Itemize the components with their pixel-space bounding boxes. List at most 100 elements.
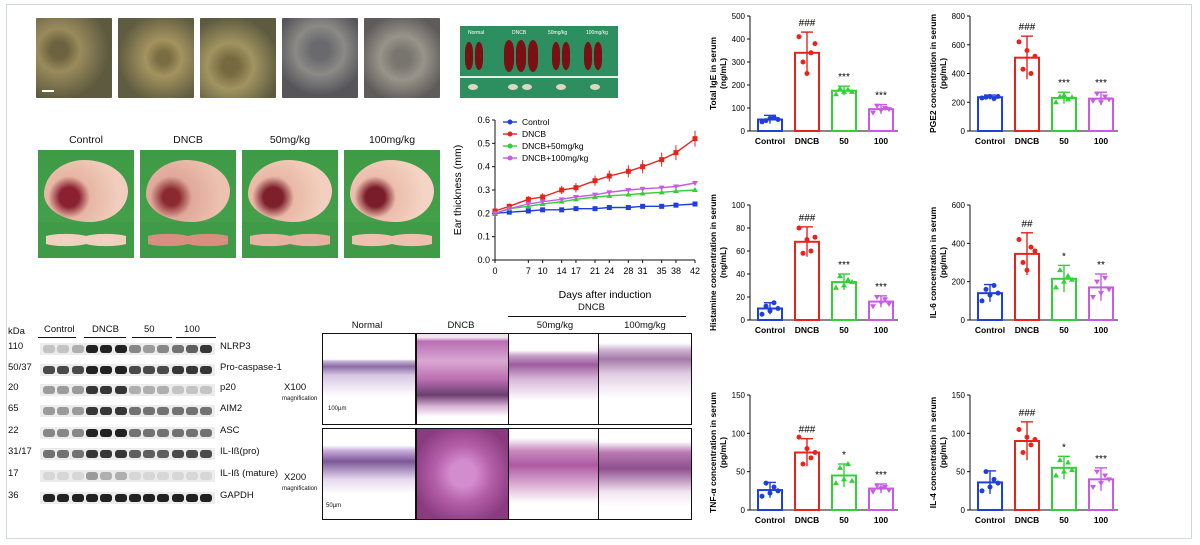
- point: [800, 461, 806, 467]
- point: [841, 88, 847, 94]
- significance-1: ###: [1019, 22, 1036, 33]
- histo-col-normal: Normal: [351, 320, 383, 331]
- data-point: [672, 188, 679, 194]
- ear-label-50: 50mg/kg: [269, 134, 311, 146]
- point: [763, 118, 769, 124]
- point: [983, 469, 989, 475]
- point: [1020, 66, 1026, 72]
- point: [767, 490, 773, 496]
- point: [1020, 450, 1026, 455]
- wb-kda-5: 31/17: [8, 446, 32, 457]
- legend-label-1: DNCB: [522, 129, 546, 139]
- point: [1057, 267, 1063, 273]
- data-point: [658, 185, 665, 191]
- point: [1028, 442, 1034, 448]
- x-tick-label: 31: [638, 266, 648, 276]
- y-tick-label: 0.1: [477, 232, 490, 242]
- histo-x200-50: [508, 428, 602, 520]
- y-tick-label: 20: [736, 293, 745, 302]
- data-point: [525, 196, 531, 202]
- spleen-label-100: 100mg/kg: [586, 30, 608, 36]
- data-point: [592, 192, 598, 198]
- x-axis-label: Days after induction: [559, 289, 652, 300]
- point: [1024, 434, 1030, 440]
- significance-2: *: [1062, 442, 1066, 453]
- point: [771, 300, 777, 306]
- point: [870, 110, 876, 116]
- wb-group-label-100: 100: [184, 324, 200, 335]
- significance-3: ***: [1095, 78, 1107, 89]
- point: [1028, 244, 1034, 250]
- histo-scale-50um: 50µm: [326, 503, 342, 509]
- point: [841, 476, 847, 482]
- y-tick-label: 80: [736, 224, 745, 233]
- bar-chart-5: 0 50 100 150 IL-4 concentration in serum (pg/…: [928, 391, 1118, 525]
- point: [812, 234, 818, 240]
- wb-row-1: [40, 364, 215, 376]
- significance-2: *: [1062, 251, 1066, 262]
- point: [796, 34, 802, 40]
- data-point: [525, 208, 531, 214]
- category-label-0: Control: [755, 325, 785, 335]
- data-point: [572, 195, 579, 200]
- point: [1057, 457, 1063, 463]
- category-label-1: DNCB: [795, 325, 820, 335]
- significance-2: *: [842, 450, 846, 461]
- point: [1016, 237, 1022, 242]
- y-axis-label: IL-4 concentration in serum: [928, 396, 938, 508]
- point: [1069, 94, 1075, 100]
- histo-x200-normal: [322, 428, 416, 520]
- data-point: [606, 190, 613, 196]
- data-point: [606, 205, 612, 210]
- data-point: [692, 187, 698, 192]
- y-axis-label: PGE2 concentration in serum: [928, 14, 938, 133]
- y-tick-label: 100: [732, 429, 746, 438]
- ear-dorsal-dncb: [140, 222, 236, 258]
- y-tick-label: 150: [732, 391, 746, 400]
- wb-row-4: [40, 427, 215, 439]
- wb-label-7: GAPDH: [220, 490, 254, 501]
- cell-micrograph-1: [36, 18, 112, 98]
- histo-x100-dncb: [416, 333, 510, 425]
- wb-label-1: Pro-caspase-1: [220, 362, 282, 373]
- y-tick-label: 600: [952, 41, 966, 50]
- histo-x100-normal: [322, 333, 416, 425]
- point: [1094, 91, 1100, 97]
- data-point: [539, 199, 546, 205]
- y-tick-label: 600: [952, 201, 966, 210]
- y-tick-label: 60: [736, 247, 745, 256]
- y-tick-label: 400: [952, 239, 966, 248]
- point: [987, 94, 993, 99]
- point: [886, 107, 892, 113]
- point: [1016, 427, 1022, 432]
- point: [837, 464, 843, 470]
- y-tick-label: 0.0: [477, 255, 490, 265]
- point: [1061, 92, 1067, 98]
- y-tick-label: 100: [732, 104, 746, 113]
- legend-marker-0: [507, 119, 513, 125]
- y-tick-label: 50: [736, 468, 745, 477]
- point: [991, 96, 997, 102]
- category-label-1: DNCB: [795, 136, 820, 146]
- data-point: [540, 194, 546, 200]
- x-tick-label: 35: [657, 266, 667, 276]
- point: [878, 108, 884, 114]
- data-point: [492, 211, 498, 217]
- data-point: [540, 207, 546, 213]
- point: [1053, 284, 1059, 290]
- y-tick-label: 0: [961, 316, 966, 325]
- data-point: [625, 188, 632, 193]
- category-label-3: 100: [874, 515, 888, 525]
- legend-label-2: DNCB+50mg/kg: [522, 141, 584, 151]
- wb-row-0: [40, 343, 215, 355]
- point: [841, 282, 847, 288]
- data-point: [639, 186, 646, 192]
- point: [849, 279, 855, 285]
- data-point: [559, 207, 565, 213]
- histo-x100-100: [598, 333, 692, 425]
- point: [796, 434, 802, 440]
- legend-label-0: Control: [522, 117, 550, 127]
- category-label-3: 100: [874, 136, 888, 146]
- y-axis-label: (ng/mL): [718, 247, 728, 278]
